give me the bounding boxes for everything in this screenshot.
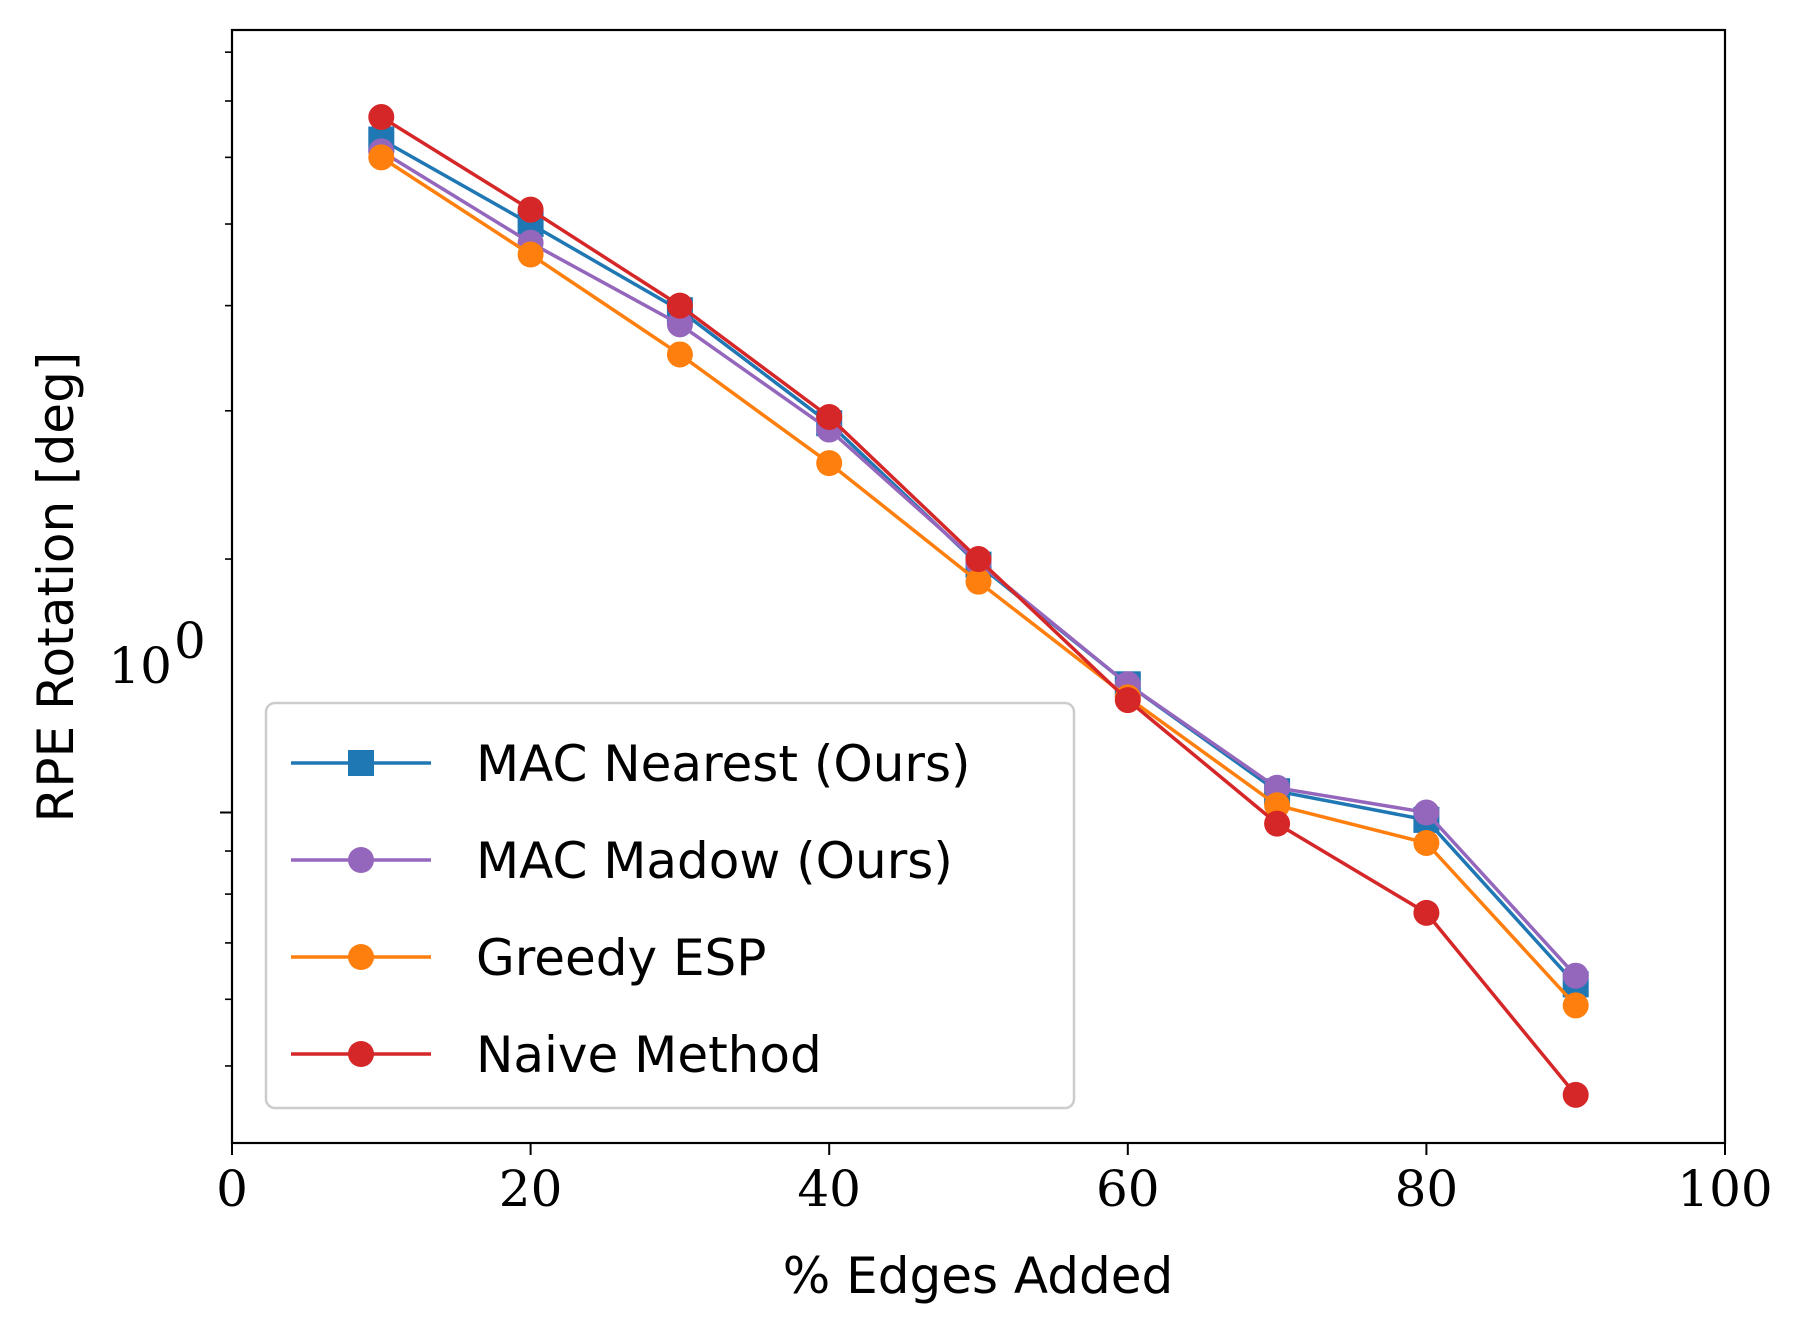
data-point <box>666 311 693 338</box>
data-point <box>368 104 395 131</box>
y-major-tick-label: 10 0 <box>108 612 205 695</box>
data-point <box>1114 687 1141 714</box>
data-point <box>1264 810 1291 837</box>
data-point <box>1562 1081 1589 1108</box>
legend-frame <box>264 701 1076 1110</box>
legend-marker <box>348 1041 374 1067</box>
legend-label: Greedy ESP <box>476 929 766 987</box>
data-point <box>816 403 843 430</box>
legend-label: MAC Nearest (Ours) <box>476 735 971 793</box>
legend-label: Naive Method <box>476 1026 822 1084</box>
x-tick-label: 40 <box>797 1160 861 1218</box>
data-point <box>666 292 693 319</box>
data-point <box>517 241 544 268</box>
legend-marker <box>348 847 374 873</box>
axes-layer: 0 20 40 60 80 100 <box>216 51 1773 1218</box>
plot-frame <box>230 28 1727 1145</box>
y-tick-label-base: 10 <box>108 637 172 695</box>
data-point <box>1413 799 1440 826</box>
x-tick-label: 60 <box>1096 1160 1160 1218</box>
series-greedy-esp <box>368 144 1589 1019</box>
data-point <box>1264 792 1291 819</box>
x-tick-label: 20 <box>499 1160 563 1218</box>
data-point <box>965 568 992 595</box>
data-point <box>1413 899 1440 926</box>
legend-label: MAC Madow (Ours) <box>476 832 953 890</box>
series-naive-method <box>368 104 1589 1108</box>
x-tick-label: 100 <box>1677 1160 1772 1218</box>
data-point <box>816 450 843 477</box>
x-tick-label: 0 <box>216 1160 248 1218</box>
data-point <box>1562 962 1589 989</box>
x-tick-label: 80 <box>1395 1160 1459 1218</box>
legend-marker <box>348 750 374 776</box>
data-point <box>965 546 992 573</box>
legend-entry: MAC Nearest (Ours) <box>291 735 971 793</box>
legend-entry: MAC Madow (Ours) <box>291 832 953 890</box>
data-point <box>1413 829 1440 856</box>
legend: MAC Nearest (Ours) MAC Madow (Ours) Greedy… <box>264 701 1076 1110</box>
data-point <box>1562 992 1589 1019</box>
data-point <box>368 144 395 171</box>
legend-entries: MAC Nearest (Ours) MAC Madow (Ours) Greedy… <box>291 735 971 1084</box>
x-axis-label: % Edges Added <box>783 1247 1173 1305</box>
legend-marker <box>348 944 374 970</box>
legend-entry: Greedy ESP <box>291 929 766 987</box>
series-layer <box>368 104 1589 1108</box>
data-point <box>517 196 544 223</box>
y-axis-label: RPE Rotation [deg] <box>27 352 85 823</box>
legend-entry: Naive Method <box>291 1026 822 1084</box>
y-tick-label-exponent: 0 <box>174 612 206 670</box>
data-point <box>666 341 693 368</box>
